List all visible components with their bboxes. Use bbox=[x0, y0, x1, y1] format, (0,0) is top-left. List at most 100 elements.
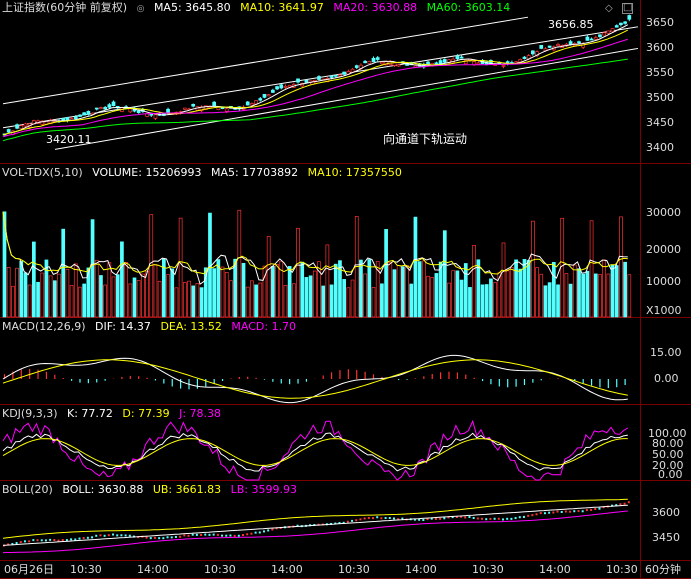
boll-candle bbox=[237, 534, 240, 537]
volume-bar bbox=[350, 279, 355, 318]
volume-bar bbox=[199, 287, 204, 318]
candle-body bbox=[145, 113, 149, 117]
volume-bar bbox=[421, 260, 426, 318]
ma60-label: MA60: 3603.14 bbox=[426, 1, 511, 14]
boll-candle bbox=[619, 503, 622, 506]
volume-bar bbox=[279, 260, 284, 318]
volume-bar bbox=[132, 277, 137, 318]
candle-body bbox=[333, 74, 338, 77]
boll-candle bbox=[497, 517, 500, 520]
boll-candle bbox=[221, 534, 224, 537]
boll-candle bbox=[61, 539, 64, 542]
volume-bar bbox=[459, 279, 464, 318]
volume-bar bbox=[120, 241, 124, 318]
boll-candle bbox=[489, 517, 492, 520]
volume-bar bbox=[572, 264, 577, 318]
boll-candle bbox=[116, 534, 119, 537]
boll-candle bbox=[166, 536, 169, 539]
candle-body bbox=[15, 124, 19, 129]
volume-bar bbox=[610, 264, 615, 318]
boll-candle bbox=[179, 535, 182, 538]
candle-body bbox=[627, 15, 632, 20]
candle-body bbox=[426, 61, 430, 65]
boll-candle bbox=[384, 517, 387, 520]
candle-body bbox=[103, 107, 107, 110]
j-line bbox=[2, 419, 629, 481]
boll-candle bbox=[522, 515, 525, 518]
price-panel-title: 上证指数(60分钟 前复权) bbox=[2, 1, 128, 14]
volume-bar bbox=[19, 261, 24, 318]
volume-bar bbox=[371, 287, 376, 318]
volume-bar bbox=[342, 279, 347, 318]
candle-body bbox=[82, 112, 87, 116]
volume-bar bbox=[94, 259, 99, 318]
volume-bar bbox=[493, 282, 497, 318]
kdj-tick: 20.00 bbox=[652, 459, 684, 472]
volume-bar bbox=[438, 261, 443, 318]
dea-line bbox=[2, 359, 628, 399]
volume-bar bbox=[317, 261, 321, 318]
volume-bar bbox=[258, 282, 263, 318]
boll-candle bbox=[481, 517, 484, 520]
volume-bar bbox=[359, 259, 363, 318]
volume-bar bbox=[23, 272, 28, 318]
candle-body bbox=[501, 65, 506, 67]
boll-candle bbox=[74, 538, 77, 541]
volume-bar bbox=[191, 285, 196, 318]
boll-candle bbox=[455, 515, 458, 518]
volume-bar bbox=[233, 258, 237, 318]
period-label[interactable]: 60分钟 bbox=[645, 563, 681, 576]
boll-candle bbox=[23, 540, 26, 543]
candle-body bbox=[61, 117, 66, 121]
boll-candle bbox=[233, 534, 236, 537]
collapse-icon[interactable]: ◎ bbox=[136, 4, 145, 14]
volume-bar bbox=[187, 280, 191, 318]
candle-body bbox=[262, 93, 267, 98]
vol-ma10: MA10: 17357550 bbox=[307, 166, 402, 179]
lb-label: LB: 3599.93 bbox=[230, 483, 297, 496]
volume-bar bbox=[220, 266, 225, 318]
boll-candle bbox=[590, 508, 593, 511]
volume-bar bbox=[103, 284, 107, 318]
ma5-label: MA5: 3645.80 bbox=[153, 1, 231, 14]
volume-bar bbox=[510, 267, 514, 318]
boll-candle bbox=[476, 517, 479, 520]
candle-body bbox=[375, 57, 380, 60]
volume-bar bbox=[216, 259, 221, 318]
candle-body bbox=[338, 74, 342, 77]
volume-bar bbox=[36, 281, 40, 318]
boll-candle bbox=[581, 510, 584, 513]
diamond-icon[interactable]: ◇ bbox=[605, 3, 613, 14]
boll-candle bbox=[338, 521, 341, 524]
volume-bar bbox=[526, 260, 531, 318]
d-line bbox=[2, 438, 628, 466]
boll-candle bbox=[149, 537, 152, 540]
volume-bar bbox=[547, 282, 552, 318]
volume-bar bbox=[262, 265, 267, 318]
volume-bar bbox=[141, 273, 145, 318]
candle-body bbox=[19, 125, 24, 129]
vol-title: VOL-TDX(5,10) bbox=[2, 166, 83, 179]
boll-candle bbox=[464, 516, 467, 519]
price-tick: 3500 bbox=[646, 91, 674, 104]
boll-candle bbox=[254, 531, 257, 534]
volume-bar bbox=[543, 285, 548, 318]
volume-bar bbox=[568, 283, 573, 318]
volume-bar bbox=[564, 273, 569, 318]
ma5-line bbox=[2, 24, 629, 136]
boll-candle bbox=[577, 510, 580, 513]
volume-bar bbox=[111, 276, 116, 318]
volume-bar bbox=[413, 216, 418, 318]
boll-candle bbox=[472, 517, 475, 520]
boll-candle bbox=[355, 519, 358, 522]
candle-body bbox=[258, 98, 263, 101]
boll-candle bbox=[78, 537, 81, 540]
candle-body bbox=[245, 101, 250, 106]
volume-bar bbox=[291, 283, 296, 318]
boll-candle bbox=[594, 508, 597, 511]
candle-body bbox=[354, 65, 359, 68]
boll-candle bbox=[430, 517, 433, 520]
volume-bar bbox=[463, 263, 468, 318]
window-icon[interactable]: □ bbox=[622, 2, 633, 14]
boll-candle bbox=[372, 517, 375, 520]
